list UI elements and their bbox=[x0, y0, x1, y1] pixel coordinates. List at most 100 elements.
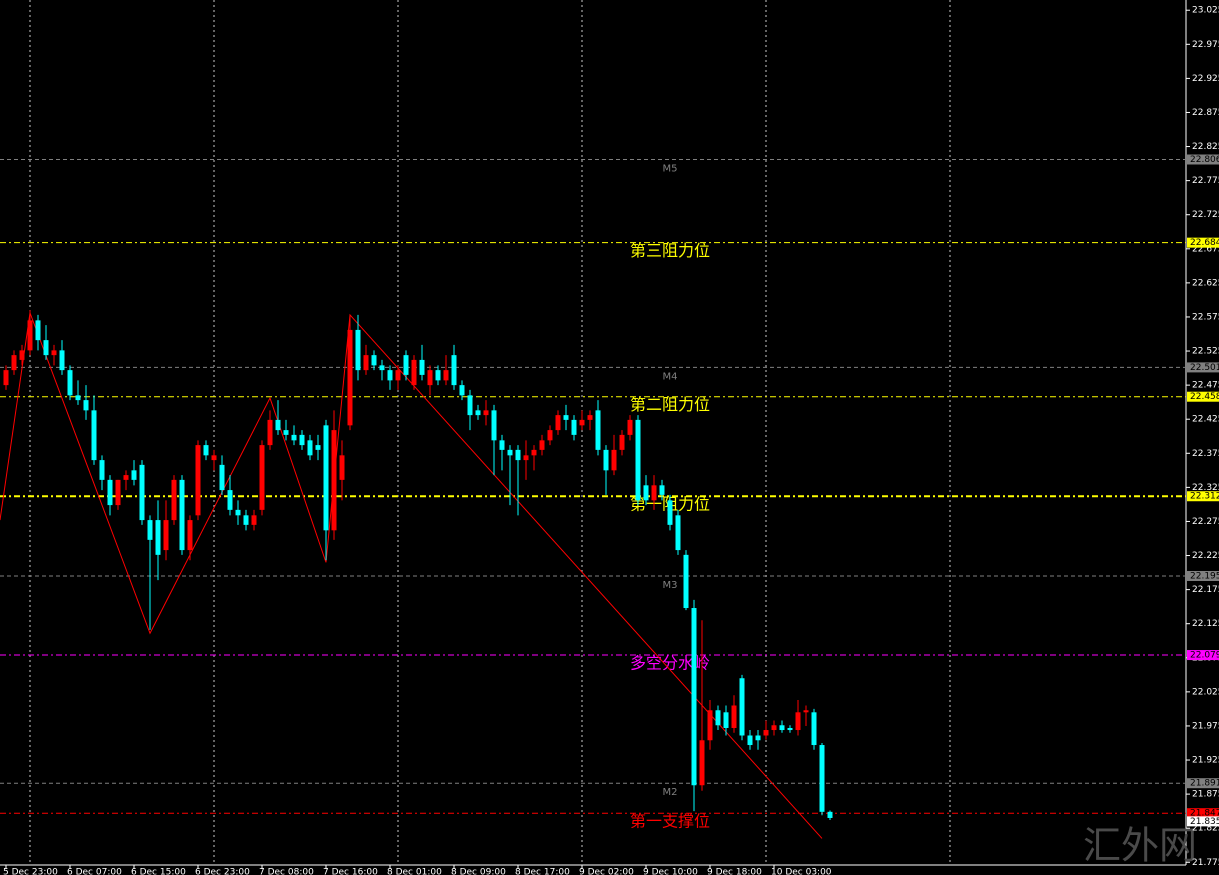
level-axis-label: 22.312 bbox=[1190, 492, 1219, 502]
candle-body bbox=[475, 410, 481, 416]
y-tick-label: 22.675 bbox=[1192, 244, 1219, 254]
y-tick-label: 22.775 bbox=[1192, 176, 1219, 186]
candle-body bbox=[323, 425, 329, 531]
level-axis-label: 22.458 bbox=[1190, 392, 1219, 402]
candle-body bbox=[675, 515, 681, 551]
level-label: 第二阻力位 bbox=[630, 395, 710, 414]
y-tick-label: 22.125 bbox=[1192, 619, 1219, 629]
candle-body bbox=[755, 735, 761, 741]
candle-body bbox=[659, 485, 665, 495]
candle-body bbox=[619, 434, 625, 450]
y-tick-label: 21.975 bbox=[1192, 721, 1219, 731]
level-label: M3 bbox=[663, 580, 678, 591]
x-tick-label: 8 Dec 01:00 bbox=[387, 868, 442, 875]
candle-body bbox=[275, 419, 281, 431]
level-axis-label: 22.195 bbox=[1190, 571, 1219, 581]
candle-body bbox=[435, 370, 441, 381]
y-tick-label: 22.275 bbox=[1192, 517, 1219, 527]
candle-body bbox=[83, 400, 89, 411]
level-label: 多空分水岭 bbox=[630, 654, 710, 673]
x-tick-label: 9 Dec 18:00 bbox=[707, 868, 762, 875]
y-tick-label: 23.025 bbox=[1192, 6, 1219, 16]
candle-body bbox=[651, 485, 657, 501]
candle-body bbox=[595, 410, 601, 450]
y-tick-label: 22.525 bbox=[1192, 347, 1219, 357]
level-axis-label: 22.079 bbox=[1190, 651, 1219, 661]
y-tick-label: 22.625 bbox=[1192, 278, 1219, 288]
candle-body bbox=[427, 370, 433, 386]
candle-body bbox=[283, 430, 289, 435]
y-tick-label: 22.475 bbox=[1192, 381, 1219, 391]
candle-body bbox=[499, 440, 505, 450]
candle-body bbox=[627, 419, 633, 435]
candle-body bbox=[219, 464, 225, 491]
x-tick-label: 5 Dec 23:00 bbox=[3, 868, 58, 875]
level-axis-box bbox=[1187, 778, 1219, 789]
candle-body bbox=[571, 419, 577, 435]
candle-body bbox=[667, 500, 673, 525]
candle-body bbox=[115, 479, 121, 506]
candle-body bbox=[451, 355, 457, 386]
x-tick-label: 8 Dec 09:00 bbox=[451, 868, 506, 875]
candle-body bbox=[739, 678, 745, 736]
level-axis-box bbox=[1187, 491, 1219, 502]
candle-body bbox=[491, 410, 497, 441]
candle-body bbox=[643, 485, 649, 501]
y-tick-label: 22.225 bbox=[1192, 551, 1219, 561]
y-tick-label: 21.775 bbox=[1192, 858, 1219, 868]
candle-body bbox=[147, 520, 153, 540]
y-tick-label: 22.875 bbox=[1192, 108, 1219, 118]
level-axis-box bbox=[1187, 362, 1219, 373]
candle-body bbox=[699, 740, 705, 786]
candle-body bbox=[467, 395, 473, 416]
candle-body bbox=[43, 340, 49, 356]
candle-body bbox=[259, 445, 265, 510]
candle-body bbox=[347, 329, 353, 426]
candle-body bbox=[731, 705, 737, 728]
x-tick-label: 6 Dec 07:00 bbox=[67, 868, 122, 875]
candle-body bbox=[59, 350, 65, 371]
candle-body bbox=[747, 735, 753, 746]
candle-body bbox=[75, 395, 81, 401]
candle-body bbox=[723, 712, 729, 728]
x-tick-label: 10 Dec 03:00 bbox=[771, 868, 832, 875]
level-axis-label: 22.501 bbox=[1190, 363, 1219, 373]
candle-body bbox=[411, 359, 417, 386]
y-tick-label: 22.825 bbox=[1192, 142, 1219, 152]
candle-body bbox=[131, 470, 137, 480]
candle-body bbox=[579, 419, 585, 426]
candle-body bbox=[827, 811, 833, 818]
level-axis-box bbox=[1187, 391, 1219, 402]
x-tick-label: 7 Dec 08:00 bbox=[259, 868, 314, 875]
level-axis-box bbox=[1187, 570, 1219, 581]
candle-body bbox=[19, 350, 25, 360]
level-axis-box bbox=[1187, 650, 1219, 661]
candle-body bbox=[3, 370, 9, 386]
y-tick-label: 21.875 bbox=[1192, 790, 1219, 800]
x-tick-label: 9 Dec 02:00 bbox=[579, 868, 634, 875]
candle-body bbox=[403, 355, 409, 375]
y-tick-label: 22.725 bbox=[1192, 210, 1219, 220]
level-axis-box bbox=[1187, 808, 1219, 819]
level-axis-box bbox=[1187, 237, 1219, 248]
candle-body bbox=[179, 479, 185, 551]
candle-body bbox=[419, 359, 425, 375]
candle-body bbox=[331, 430, 337, 531]
y-tick-label: 22.925 bbox=[1192, 74, 1219, 84]
candle-body bbox=[507, 449, 513, 456]
candle-body bbox=[443, 370, 449, 381]
candle-body bbox=[763, 730, 769, 736]
candle-body bbox=[523, 455, 529, 461]
candle-body bbox=[155, 520, 161, 555]
y-tick-label: 21.825 bbox=[1192, 824, 1219, 834]
candle-body bbox=[123, 475, 129, 480]
candle-body bbox=[11, 355, 17, 371]
candle-body bbox=[339, 455, 345, 480]
level-axis-label: 21.891 bbox=[1190, 779, 1219, 789]
candle-body bbox=[35, 320, 41, 341]
level-axis-label: 22.684 bbox=[1190, 238, 1219, 248]
candle-body bbox=[635, 419, 641, 501]
x-tick-label: 9 Dec 10:00 bbox=[643, 868, 698, 875]
candle-body bbox=[243, 515, 249, 525]
